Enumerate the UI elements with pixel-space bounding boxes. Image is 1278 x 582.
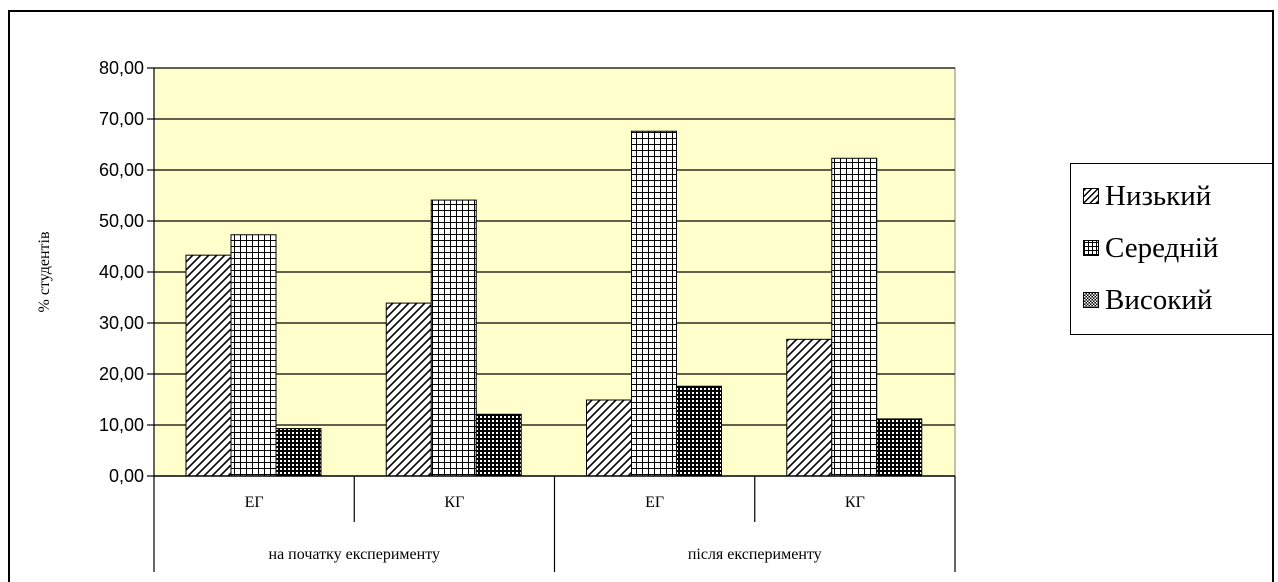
y-tick-label: 10,00 [99, 415, 144, 435]
y-tick-label: 0,00 [109, 466, 144, 486]
bar [475, 413, 522, 477]
y-axis: 0,00 10,00 20,00 30,00 40,00 50,00 60,00 70,00 8… [99, 58, 155, 486]
chart-frame [8, 10, 1274, 582]
category-label: КГ [444, 494, 464, 511]
bar [586, 399, 632, 477]
legend-label: Середній [1105, 231, 1219, 264]
bar [385, 302, 432, 477]
bar [676, 385, 722, 477]
bar [275, 428, 322, 477]
bar [831, 157, 878, 477]
legend-swatch [1083, 188, 1099, 204]
legend-item: Високий [1083, 280, 1212, 320]
legend-item: Середній [1083, 228, 1218, 268]
group-label: на початку експерименту [269, 546, 440, 563]
group-label: після експерименту [688, 546, 822, 563]
category-label: ЕГ [645, 494, 664, 511]
y-tick-label: 80,00 [99, 58, 144, 78]
y-tick-label: 20,00 [99, 364, 144, 384]
legend-swatch [1083, 292, 1099, 308]
y-tick-label: 40,00 [99, 262, 144, 282]
legend: Низький Середній Високий [1070, 163, 1273, 335]
bar [631, 130, 677, 477]
legend-label: Високий [1105, 283, 1213, 316]
y-tick-label: 70,00 [99, 109, 144, 129]
y-tick-label: 60,00 [99, 160, 144, 180]
bar [185, 254, 232, 477]
category-label: КГ [845, 494, 865, 511]
y-tick-label: 50,00 [99, 211, 144, 231]
bars [185, 130, 923, 477]
category-label: ЕГ [245, 494, 264, 511]
x-axis: ЕГ КГ ЕГ КГ на початку експерименту після екс… [153, 475, 956, 572]
y-tick-label: 30,00 [99, 313, 144, 333]
legend-item: Низький [1083, 176, 1211, 216]
bar [786, 338, 833, 477]
bar [430, 199, 477, 477]
legend-swatch [1083, 240, 1099, 256]
bar [876, 418, 923, 477]
bar [230, 234, 277, 477]
legend-label: Низький [1105, 179, 1212, 212]
y-axis-label: % студентів [36, 231, 53, 312]
